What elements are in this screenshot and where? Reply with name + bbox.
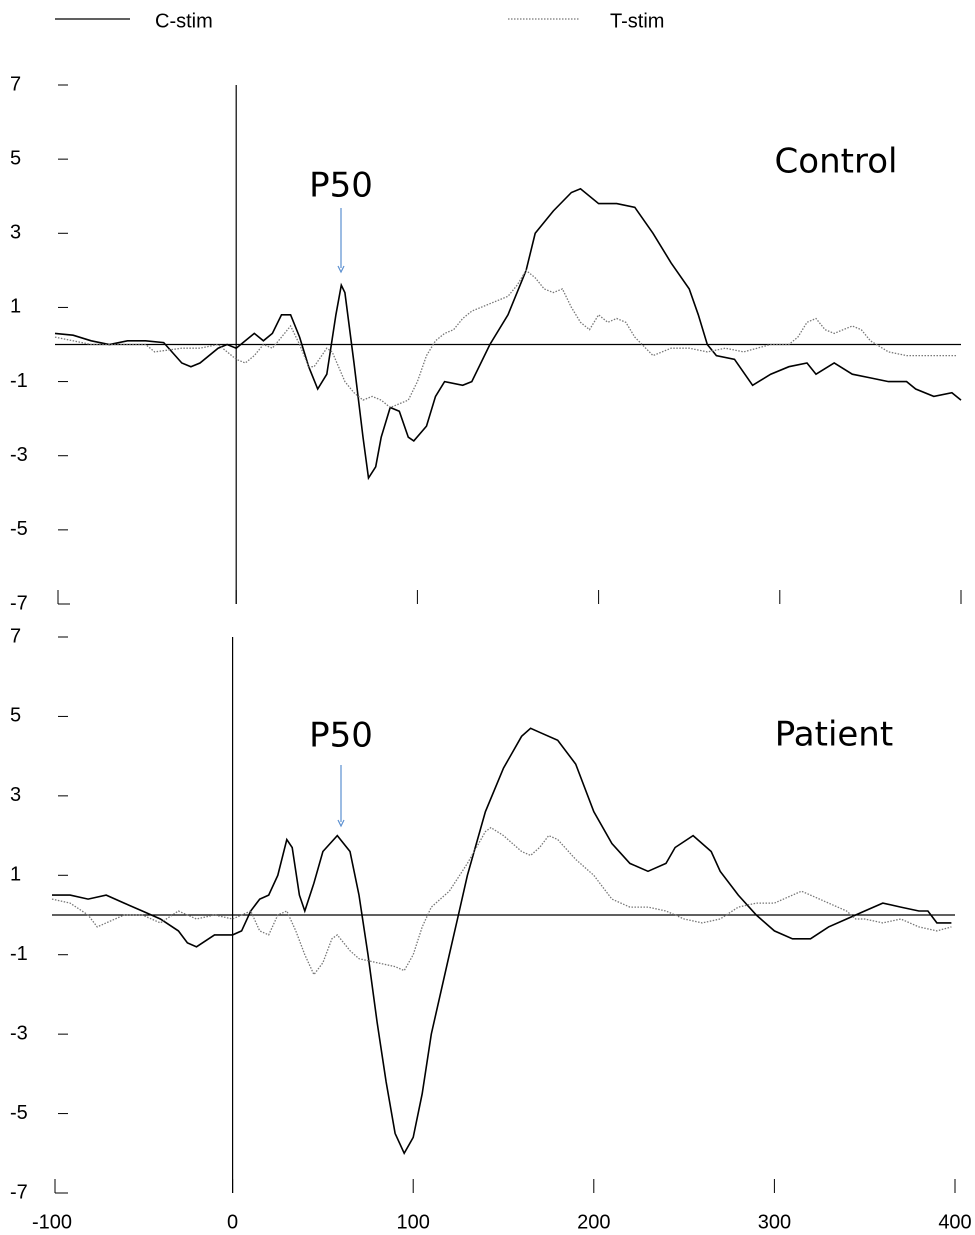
- y-tick-label: 3: [10, 784, 21, 806]
- legend-label: C-stim: [155, 10, 213, 32]
- annotation-arrowhead: [337, 819, 345, 828]
- x-tick-label: 100: [397, 1211, 430, 1233]
- x-tick-label: 0: [227, 1211, 238, 1233]
- series-line: [54, 269, 958, 409]
- panel-label: Patient: [775, 715, 893, 755]
- x-tick-label: -100: [32, 1211, 72, 1233]
- y-tick-label: 5: [10, 147, 21, 169]
- x-tick-label: 300: [758, 1211, 791, 1233]
- y-tick-label: -7: [10, 1181, 28, 1203]
- y-tick-label: -7: [10, 592, 28, 614]
- series-line: [54, 187, 962, 481]
- y-tick-label: 3: [10, 222, 21, 244]
- series-line: [52, 727, 952, 1156]
- annotation: P50: [309, 716, 373, 756]
- x-tick-label: 200: [577, 1211, 610, 1233]
- legend-label: T-stim: [610, 10, 664, 32]
- y-tick-label: -1: [10, 943, 28, 965]
- panel-label: Control: [775, 142, 898, 182]
- y-tick-label: 1: [10, 864, 21, 886]
- y-tick-label: -5: [10, 1102, 28, 1124]
- series-line: [51, 826, 952, 976]
- y-tick-label: -3: [10, 1022, 28, 1044]
- y-tick-label: 7: [10, 625, 21, 647]
- y-tick-label: -5: [10, 518, 28, 540]
- y-tick-label: -1: [10, 370, 28, 392]
- x-tick-label: 400: [938, 1211, 971, 1233]
- y-tick-label: 7: [10, 73, 21, 95]
- y-tick-label: -3: [10, 444, 28, 466]
- annotation-arrowhead: [337, 265, 345, 274]
- y-tick-label: 5: [10, 705, 21, 727]
- annotation: P50: [309, 166, 373, 206]
- y-tick-label: 1: [10, 296, 21, 318]
